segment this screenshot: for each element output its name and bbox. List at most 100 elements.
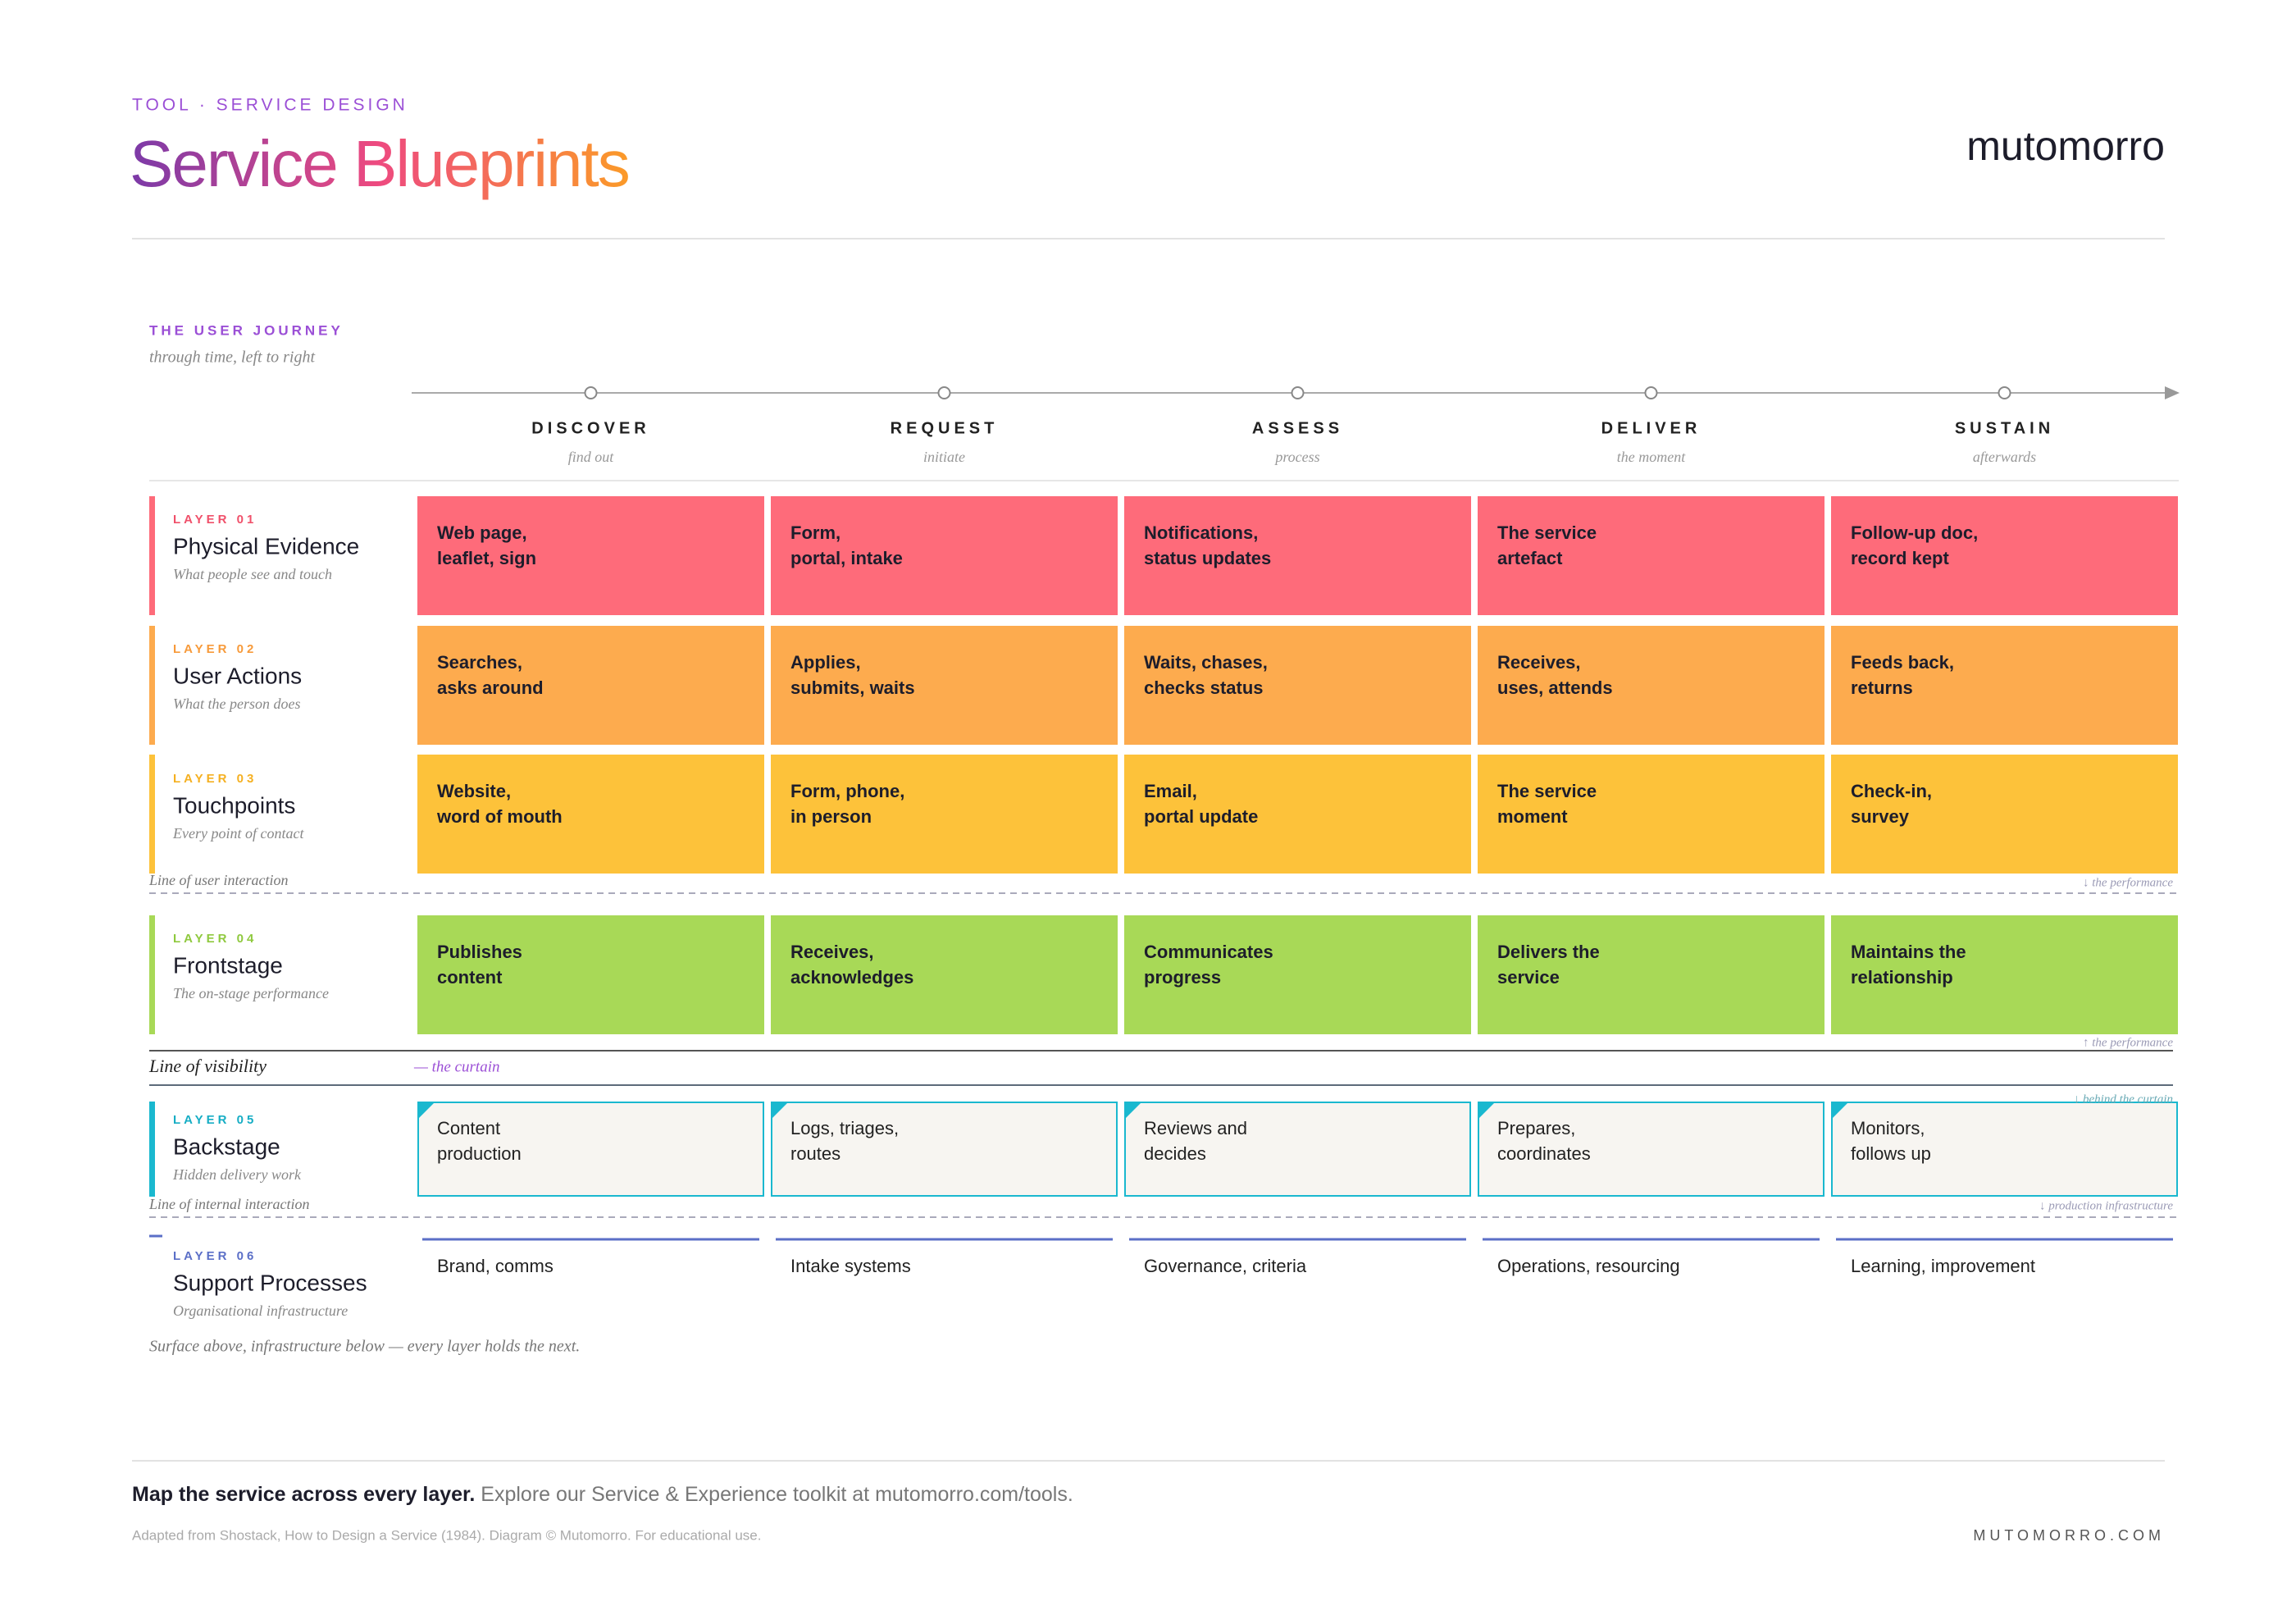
- cell-corner: [1124, 1102, 1142, 1120]
- line-label: Line of visibility: [148, 1056, 266, 1076]
- cell-text: Receives,: [790, 942, 874, 962]
- cell-text: Maintains the: [1851, 942, 1966, 962]
- footer-site: MUTOMORRO.COM: [1973, 1527, 2165, 1544]
- annotation: ↓ production infrastructure: [2039, 1199, 2173, 1212]
- cell-text: Monitors,: [1851, 1118, 1925, 1138]
- cell-text: word of mouth: [436, 806, 563, 827]
- layer-subtitle: Organisational infrastructure: [173, 1302, 348, 1319]
- layer-tag: LAYER 03: [173, 772, 257, 786]
- cell-text: Intake systems: [790, 1256, 911, 1276]
- cell-text: returns: [1851, 677, 1913, 698]
- footer-text: Explore our Service & Experience toolkit…: [475, 1483, 1073, 1506]
- cell-text: moment: [1497, 806, 1568, 827]
- layer-accent: [149, 915, 155, 1034]
- blueprint-cell: [1831, 496, 2178, 615]
- cell-text: The service: [1497, 522, 1597, 543]
- cell-text: progress: [1144, 967, 1221, 988]
- footer-credit: Adapted from Shostack, How to Design a S…: [132, 1527, 761, 1543]
- cell-text: Website,: [437, 781, 511, 801]
- layer-tag: LAYER 06: [173, 1249, 257, 1263]
- cell-text: Logs, triages,: [790, 1118, 899, 1138]
- closing-note: Surface above, infrastructure below — ev…: [149, 1338, 580, 1356]
- layer-tag: LAYER 04: [173, 932, 257, 946]
- timeline-arrow: [2165, 386, 2180, 399]
- cell-corner: [417, 1102, 435, 1120]
- blueprint-cell: [1124, 496, 1471, 615]
- blueprint-cell: [1478, 755, 1824, 874]
- cell-corner: [771, 1102, 789, 1120]
- cell-text: survey: [1851, 806, 1910, 827]
- layer-accent: [149, 496, 155, 615]
- layer-title: Frontstage: [173, 952, 283, 978]
- blueprint-cell: [417, 755, 764, 874]
- blueprint-cell: [1124, 915, 1471, 1034]
- layer-subtitle: The on-stage performance: [173, 985, 329, 1001]
- layer-tag: LAYER 01: [173, 513, 257, 527]
- blueprint-cell: [771, 496, 1118, 615]
- annotation: ↑ the performance: [2083, 1036, 2173, 1049]
- cell-text: Operations, resourcing: [1497, 1256, 1680, 1276]
- cell-text: relationship: [1851, 967, 1953, 988]
- stage-marker: [1291, 386, 1305, 399]
- cell-text: The service: [1497, 781, 1597, 801]
- blueprint-cell: [417, 496, 764, 615]
- layer-accent: [149, 755, 155, 874]
- cell-text: portal, intake: [790, 548, 903, 568]
- brand: mutomorro: [1966, 123, 2165, 169]
- stage-marker: [1998, 386, 2011, 399]
- cell-text: Follow-up doc,: [1851, 522, 1978, 543]
- cell-text: follows up: [1851, 1143, 1931, 1164]
- blueprint-cell: [1124, 1102, 1471, 1197]
- footer-line: Map the service across every layer. Expl…: [132, 1483, 1073, 1506]
- cell-text: Prepares,: [1497, 1118, 1575, 1138]
- stage-marker: [937, 386, 951, 399]
- cell-text: production: [437, 1143, 522, 1164]
- cell-text: Governance, criteria: [1144, 1256, 1307, 1276]
- cell-text: status updates: [1144, 548, 1271, 568]
- layer-accent: [149, 1102, 155, 1197]
- blueprint-cell: [417, 1102, 764, 1197]
- blueprint-cell: [771, 626, 1118, 745]
- layer-accent: [149, 626, 155, 745]
- cell-text: Email,: [1144, 781, 1197, 801]
- cell-text: submits, waits: [790, 677, 915, 698]
- layer-tag: LAYER 05: [173, 1113, 257, 1127]
- blueprint-cell: [771, 755, 1118, 874]
- cell-text: coordinates: [1497, 1143, 1591, 1164]
- cell-text: uses, attends: [1497, 677, 1613, 698]
- stage-marker: [584, 386, 598, 399]
- cell-text: Searches,: [437, 652, 522, 673]
- cell-text: checks status: [1144, 677, 1264, 698]
- stage-name: REQUEST: [891, 419, 999, 437]
- cell-text: Content: [437, 1118, 500, 1138]
- stage-sub: the moment: [1617, 449, 1686, 465]
- layer-subtitle: What people see and touch: [173, 566, 332, 582]
- cell-text: Reviews and: [1144, 1118, 1247, 1138]
- cell-text: portal update: [1144, 806, 1258, 827]
- cell-text: in person: [790, 806, 872, 827]
- blueprint-cell: [1478, 496, 1824, 615]
- stage-name: DELIVER: [1601, 419, 1702, 437]
- journey-label: THE USER JOURNEY: [149, 322, 344, 338]
- stage-sub: process: [1273, 449, 1319, 465]
- blueprint-cell: [1831, 755, 2178, 874]
- cell-text: artefact: [1497, 548, 1563, 568]
- stage-name: DISCOVER: [531, 419, 649, 437]
- cell-text: Web page,: [437, 522, 527, 543]
- cell-text: Delivers the: [1497, 942, 1600, 962]
- blueprint-cell: [417, 915, 764, 1034]
- footer-lead: Map the service across every layer.: [132, 1483, 475, 1506]
- cell-text: Notifications,: [1144, 522, 1258, 543]
- stage-name: ASSESS: [1252, 419, 1343, 437]
- layer-subtitle: Hidden delivery work: [172, 1166, 302, 1183]
- blueprint-cell: [417, 626, 764, 745]
- stage-sub: afterwards: [1973, 449, 2036, 465]
- blueprint-cell: [1831, 626, 2178, 745]
- blueprint-cell: [1831, 1102, 2178, 1197]
- cell-text: Publishes: [437, 942, 522, 962]
- blueprint-cell: [771, 915, 1118, 1034]
- cell-text: Feeds back,: [1851, 652, 1954, 673]
